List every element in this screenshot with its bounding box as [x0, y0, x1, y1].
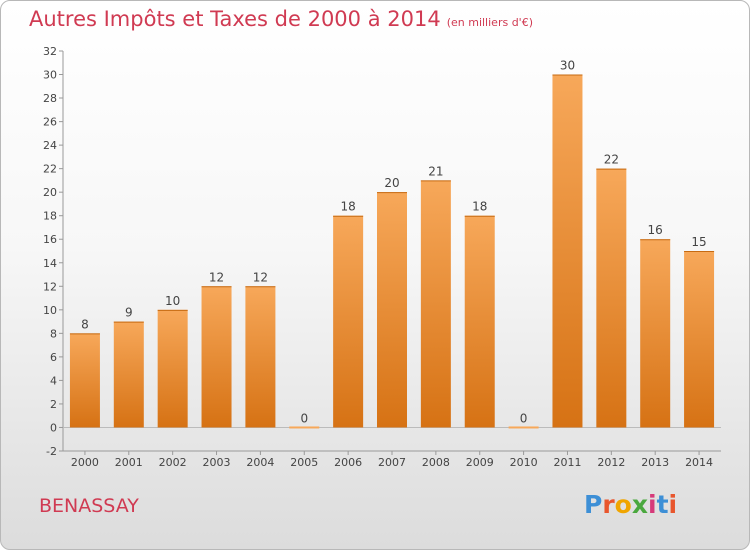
bar — [157, 309, 188, 428]
logo-letter: i — [648, 490, 657, 519]
bar-value-label: 30 — [560, 59, 575, 73]
bar-value-label: 18 — [340, 200, 355, 214]
bar-value-label: 20 — [384, 176, 399, 190]
y-tick-label: 6 — [50, 351, 57, 364]
y-tick-label: 24 — [43, 139, 57, 152]
logo-letter: P — [584, 490, 603, 519]
y-tick-label: -2 — [46, 445, 57, 458]
y-tick-label: 30 — [43, 69, 57, 82]
bar-value-label: 12 — [253, 270, 268, 284]
logo-letter: r — [602, 490, 615, 519]
logo-letter: i — [668, 490, 678, 519]
x-tick-label: 2014 — [685, 456, 713, 469]
proxiti-logo: Proxiti — [584, 490, 677, 519]
bar-value-label: 16 — [648, 223, 663, 237]
y-tick-label: 8 — [50, 327, 57, 340]
y-tick-label: 20 — [43, 186, 57, 199]
y-tick-label: 14 — [43, 257, 57, 270]
location-label: BENASSAY — [39, 495, 139, 517]
bar — [464, 215, 495, 428]
x-tick-label: 2006 — [334, 456, 362, 469]
x-tick-label: 2007 — [378, 456, 406, 469]
logo-letter: x — [631, 490, 648, 519]
bar — [552, 74, 583, 428]
bar — [420, 180, 451, 428]
bar — [201, 286, 232, 428]
x-tick-label: 2003 — [203, 456, 231, 469]
y-tick-label: 16 — [43, 233, 57, 246]
y-tick-label: 4 — [50, 374, 57, 387]
logo-letter: o — [614, 490, 632, 519]
bar-value-label: 0 — [300, 411, 308, 425]
bar-value-label: 22 — [604, 153, 619, 167]
bar — [333, 215, 364, 428]
x-tick-label: 2002 — [159, 456, 187, 469]
bar-value-label: 21 — [428, 164, 443, 178]
bar — [245, 286, 276, 428]
x-tick-label: 2005 — [290, 456, 318, 469]
bar — [377, 192, 407, 428]
x-tick-label: 2011 — [553, 456, 581, 469]
y-tick-label: 18 — [43, 210, 57, 223]
bar-value-label: 8 — [81, 317, 89, 331]
bar — [289, 426, 320, 429]
chart-unit-note: (en milliers d'€) — [446, 16, 533, 29]
y-tick-label: 12 — [43, 280, 57, 293]
x-tick-label: 2013 — [641, 456, 669, 469]
x-tick-label: 2010 — [510, 456, 538, 469]
y-tick-label: 32 — [43, 45, 57, 58]
x-tick-label: 2008 — [422, 456, 450, 469]
x-tick-label: 2000 — [71, 456, 99, 469]
bar — [596, 168, 627, 428]
logo-letter: t — [656, 490, 669, 519]
x-tick-label: 2001 — [115, 456, 143, 469]
y-tick-label: 28 — [43, 92, 57, 105]
y-tick-label: 22 — [43, 163, 57, 176]
chart-title: Autres Impôts et Taxes de 2000 à 2014 (en… — [29, 7, 533, 31]
x-tick-label: 2009 — [466, 456, 494, 469]
bar-value-label: 15 — [691, 235, 706, 249]
bar — [113, 321, 144, 428]
bar — [640, 239, 671, 428]
bar-value-label: 10 — [165, 294, 180, 308]
bar — [69, 333, 100, 428]
bar-value-label: 18 — [472, 200, 487, 214]
y-tick-label: 0 — [50, 421, 57, 434]
bar-value-label: 12 — [209, 270, 224, 284]
y-tick-label: 10 — [43, 304, 57, 317]
y-tick-label: 26 — [43, 116, 57, 129]
bar-value-label: 9 — [125, 306, 133, 320]
chart-title-text: Autres Impôts et Taxes de 2000 à 2014 — [29, 7, 441, 31]
bar-value-label: 0 — [520, 411, 528, 425]
x-tick-label: 2004 — [246, 456, 274, 469]
bar — [508, 426, 539, 429]
x-tick-label: 2012 — [597, 456, 625, 469]
bar — [684, 251, 715, 428]
y-tick-label: 2 — [50, 398, 57, 411]
